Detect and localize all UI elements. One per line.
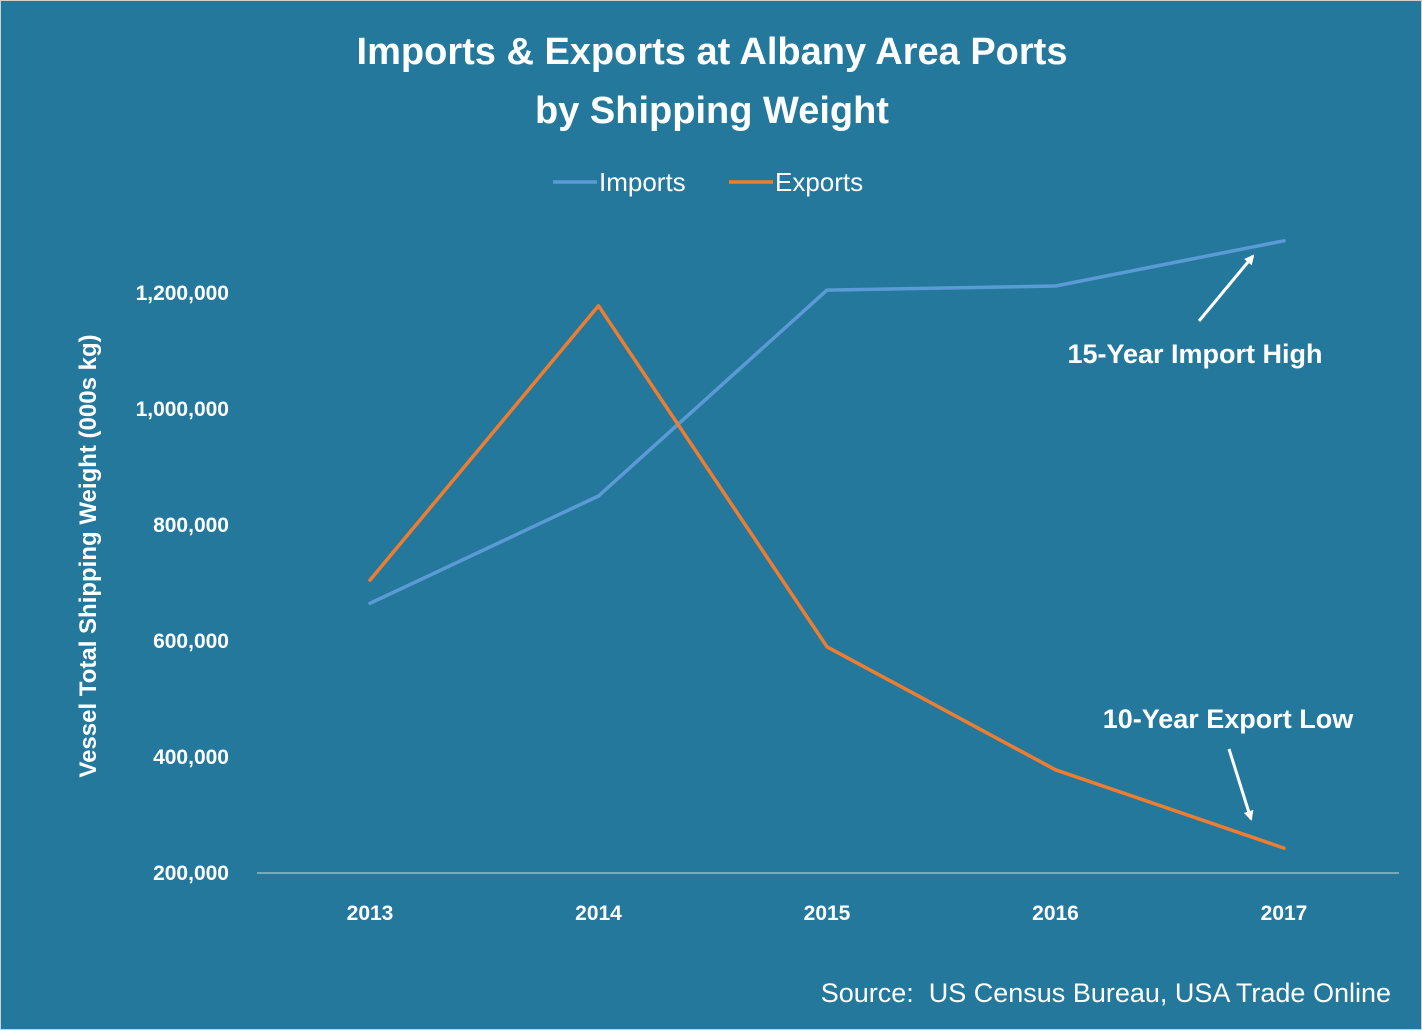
y-tick-label: 200,000 xyxy=(153,862,229,885)
plot-area xyxy=(368,239,1286,850)
series-line-imports xyxy=(368,239,1286,606)
x-tick-label: 2013 xyxy=(347,902,394,925)
annotation-arrow-import xyxy=(1197,254,1255,322)
y-axis-title: Vessel Total Shipping Weight (000s kg) xyxy=(75,334,102,777)
chart-title-line-2: by Shipping Weight xyxy=(535,90,889,132)
annotation-arrow-export xyxy=(1227,748,1254,821)
source-note: Source: US Census Bureau, USA Trade Onli… xyxy=(820,978,1391,1008)
series-line-exports xyxy=(368,304,1286,850)
legend-label-imports: Imports xyxy=(599,167,686,197)
x-tick-label: 2014 xyxy=(575,902,622,925)
legend-label-exports: Exports xyxy=(775,167,863,197)
x-tick-label: 2017 xyxy=(1261,902,1308,925)
y-tick-label: 1,000,000 xyxy=(136,398,229,421)
chart-title-line-1: Imports & Exports at Albany Area Ports xyxy=(356,31,1068,73)
x-axis: 2013 2014 2015 2016 2017 xyxy=(257,872,1399,925)
y-tick-label: 800,000 xyxy=(153,514,229,537)
y-tick-label: 1,200,000 xyxy=(136,282,229,305)
y-tick-label: 400,000 xyxy=(153,746,229,769)
annotation-export-low: 10-Year Export Low xyxy=(1103,704,1355,734)
x-tick-label: 2016 xyxy=(1032,902,1079,925)
x-tick-label: 2015 xyxy=(804,902,851,925)
annotation-import-high: 15-Year Import High xyxy=(1067,339,1322,369)
legend: Imports Exports xyxy=(553,167,863,197)
y-tick-label: 600,000 xyxy=(153,630,229,653)
y-axis: 200,000 400,000 600,000 800,000 1,000,000 1,2… xyxy=(75,282,229,885)
annotations: 15-Year Import High 10-Year Export Low xyxy=(1067,254,1355,821)
